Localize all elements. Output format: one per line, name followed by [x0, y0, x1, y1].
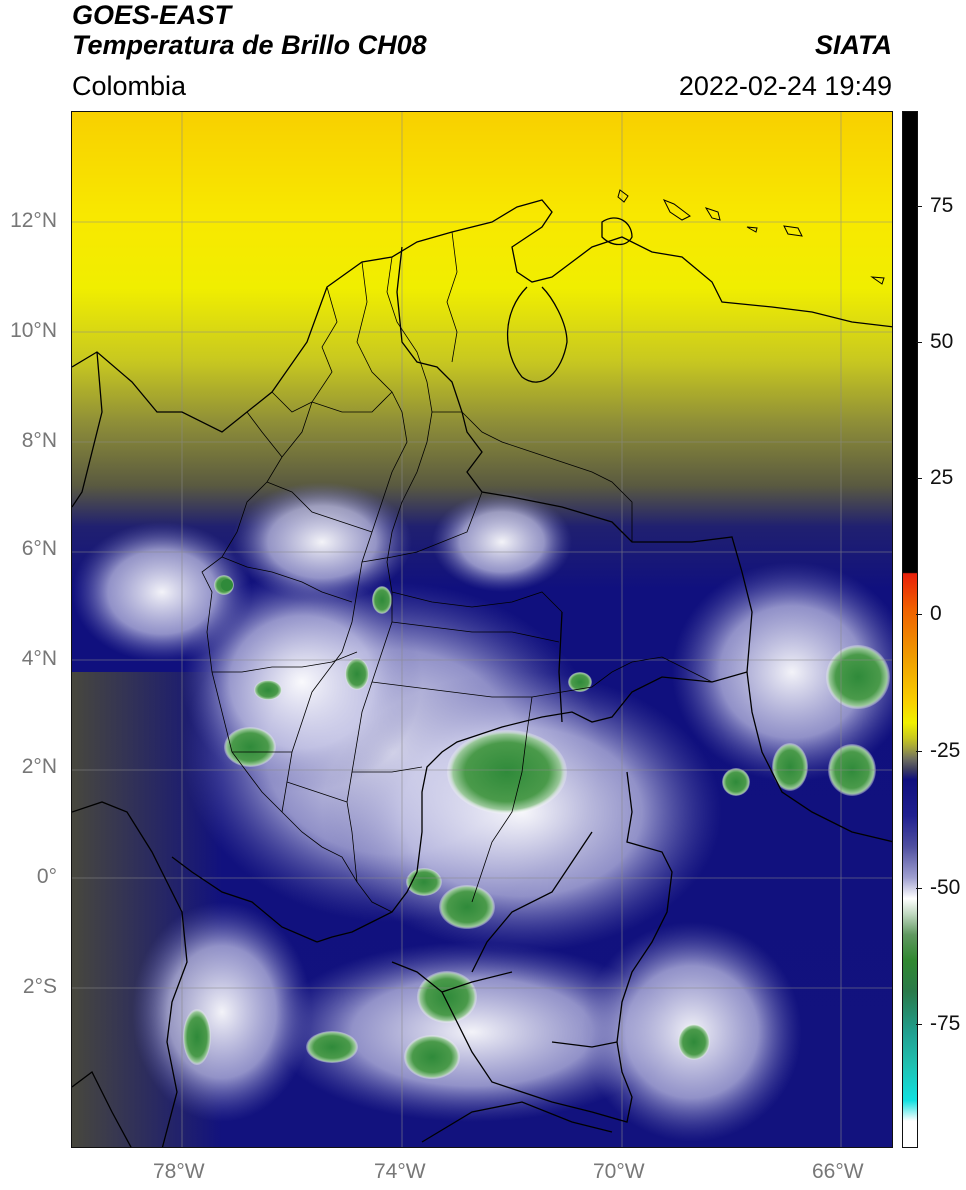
cloud-tops [72, 482, 892, 1142]
lat-label-6n: 6°N [21, 537, 57, 560]
cbar-label-n25: -25 [930, 739, 961, 762]
cbar-tick-75 [916, 206, 922, 207]
cbar-tick-0 [916, 614, 922, 615]
region-label: Colombia [72, 71, 187, 101]
lon-label-66w: 66°W [812, 1160, 864, 1183]
organization-label: SIATA [815, 30, 892, 60]
cbar-label-75: 75 [930, 194, 954, 217]
cbar-label-0: 0 [930, 602, 942, 625]
cbar-tick-n50 [916, 888, 922, 889]
cbar-tick-n25 [916, 751, 922, 752]
lat-label-2s: 2°S [22, 975, 57, 998]
lat-label-8n: 8°N [21, 429, 57, 452]
cbar-tick-25 [916, 478, 922, 479]
product-title: Temperatura de Brillo CH08 [72, 30, 427, 60]
cbar-label-25: 25 [930, 466, 954, 489]
satellite-title: GOES-EAST [72, 0, 232, 30]
department-borders [201, 231, 713, 913]
map-svg [72, 112, 892, 1147]
lat-label-4n: 4°N [21, 647, 57, 670]
lon-label-70w: 70°W [593, 1160, 645, 1183]
caribbean-islands [617, 189, 885, 285]
datetime-label: 2022-02-24 19:49 [678, 71, 892, 101]
lon-label-74w: 74°W [374, 1160, 426, 1183]
lat-label-10n: 10°N [10, 319, 57, 342]
lat-label-2n: 2°N [21, 755, 57, 778]
coastlines-and-borders [72, 199, 892, 1147]
cbar-label-n75: -75 [930, 1012, 961, 1035]
lat-label-0: 0° [36, 865, 57, 888]
colorbar [902, 111, 918, 1148]
lon-label-78w: 78°W [153, 1160, 205, 1183]
cbar-tick-50 [916, 342, 922, 343]
lat-label-12n: 12°N [10, 209, 57, 232]
cbar-label-n50: -50 [930, 876, 961, 899]
cbar-tick-n75 [916, 1024, 922, 1025]
satellite-map[interactable] [71, 111, 893, 1148]
cbar-label-50: 50 [930, 330, 954, 353]
